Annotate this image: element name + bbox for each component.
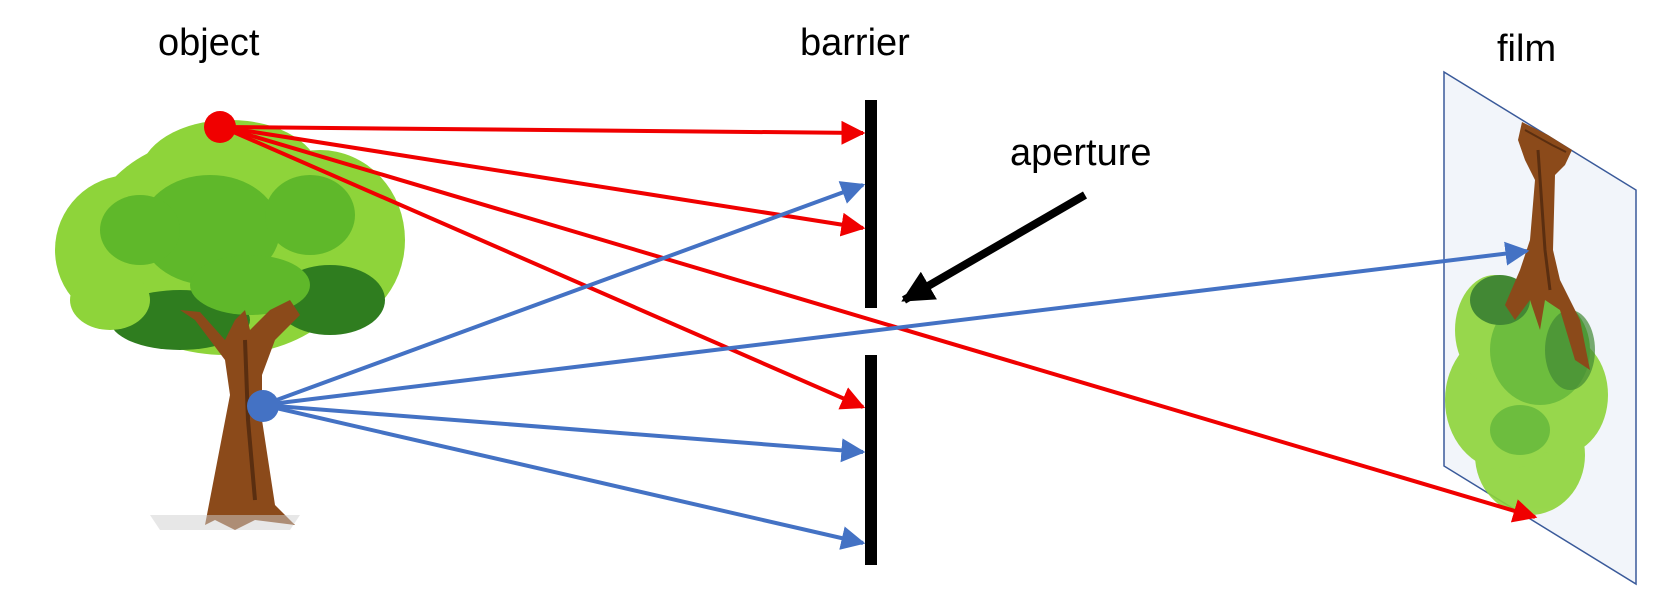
aperture-pointer-arrow (901, 191, 1088, 304)
aperture-label: aperture (1010, 132, 1152, 174)
tree-icon (55, 120, 405, 530)
red-ray-3 (221, 125, 866, 410)
object-label: object (158, 22, 260, 64)
barrier-label: barrier (800, 22, 910, 64)
blue-ray-3 (262, 403, 866, 550)
barrier-upper (865, 100, 877, 308)
inverted-tree-icon (1445, 122, 1608, 515)
blue-ray-1 (262, 181, 866, 407)
barrier (865, 100, 877, 565)
red-source-point (204, 111, 236, 143)
film-label: film (1497, 28, 1557, 70)
blue-rays (262, 181, 1530, 550)
blue-source-point (247, 390, 279, 422)
barrier-lower (865, 355, 877, 565)
red-ray-1 (221, 120, 866, 145)
blue-ray-2 (262, 403, 866, 463)
red-ray-through-aperture (221, 125, 1538, 523)
red-rays (221, 120, 1538, 523)
red-ray-2 (221, 125, 866, 237)
blue-ray-through-aperture (262, 241, 1530, 407)
